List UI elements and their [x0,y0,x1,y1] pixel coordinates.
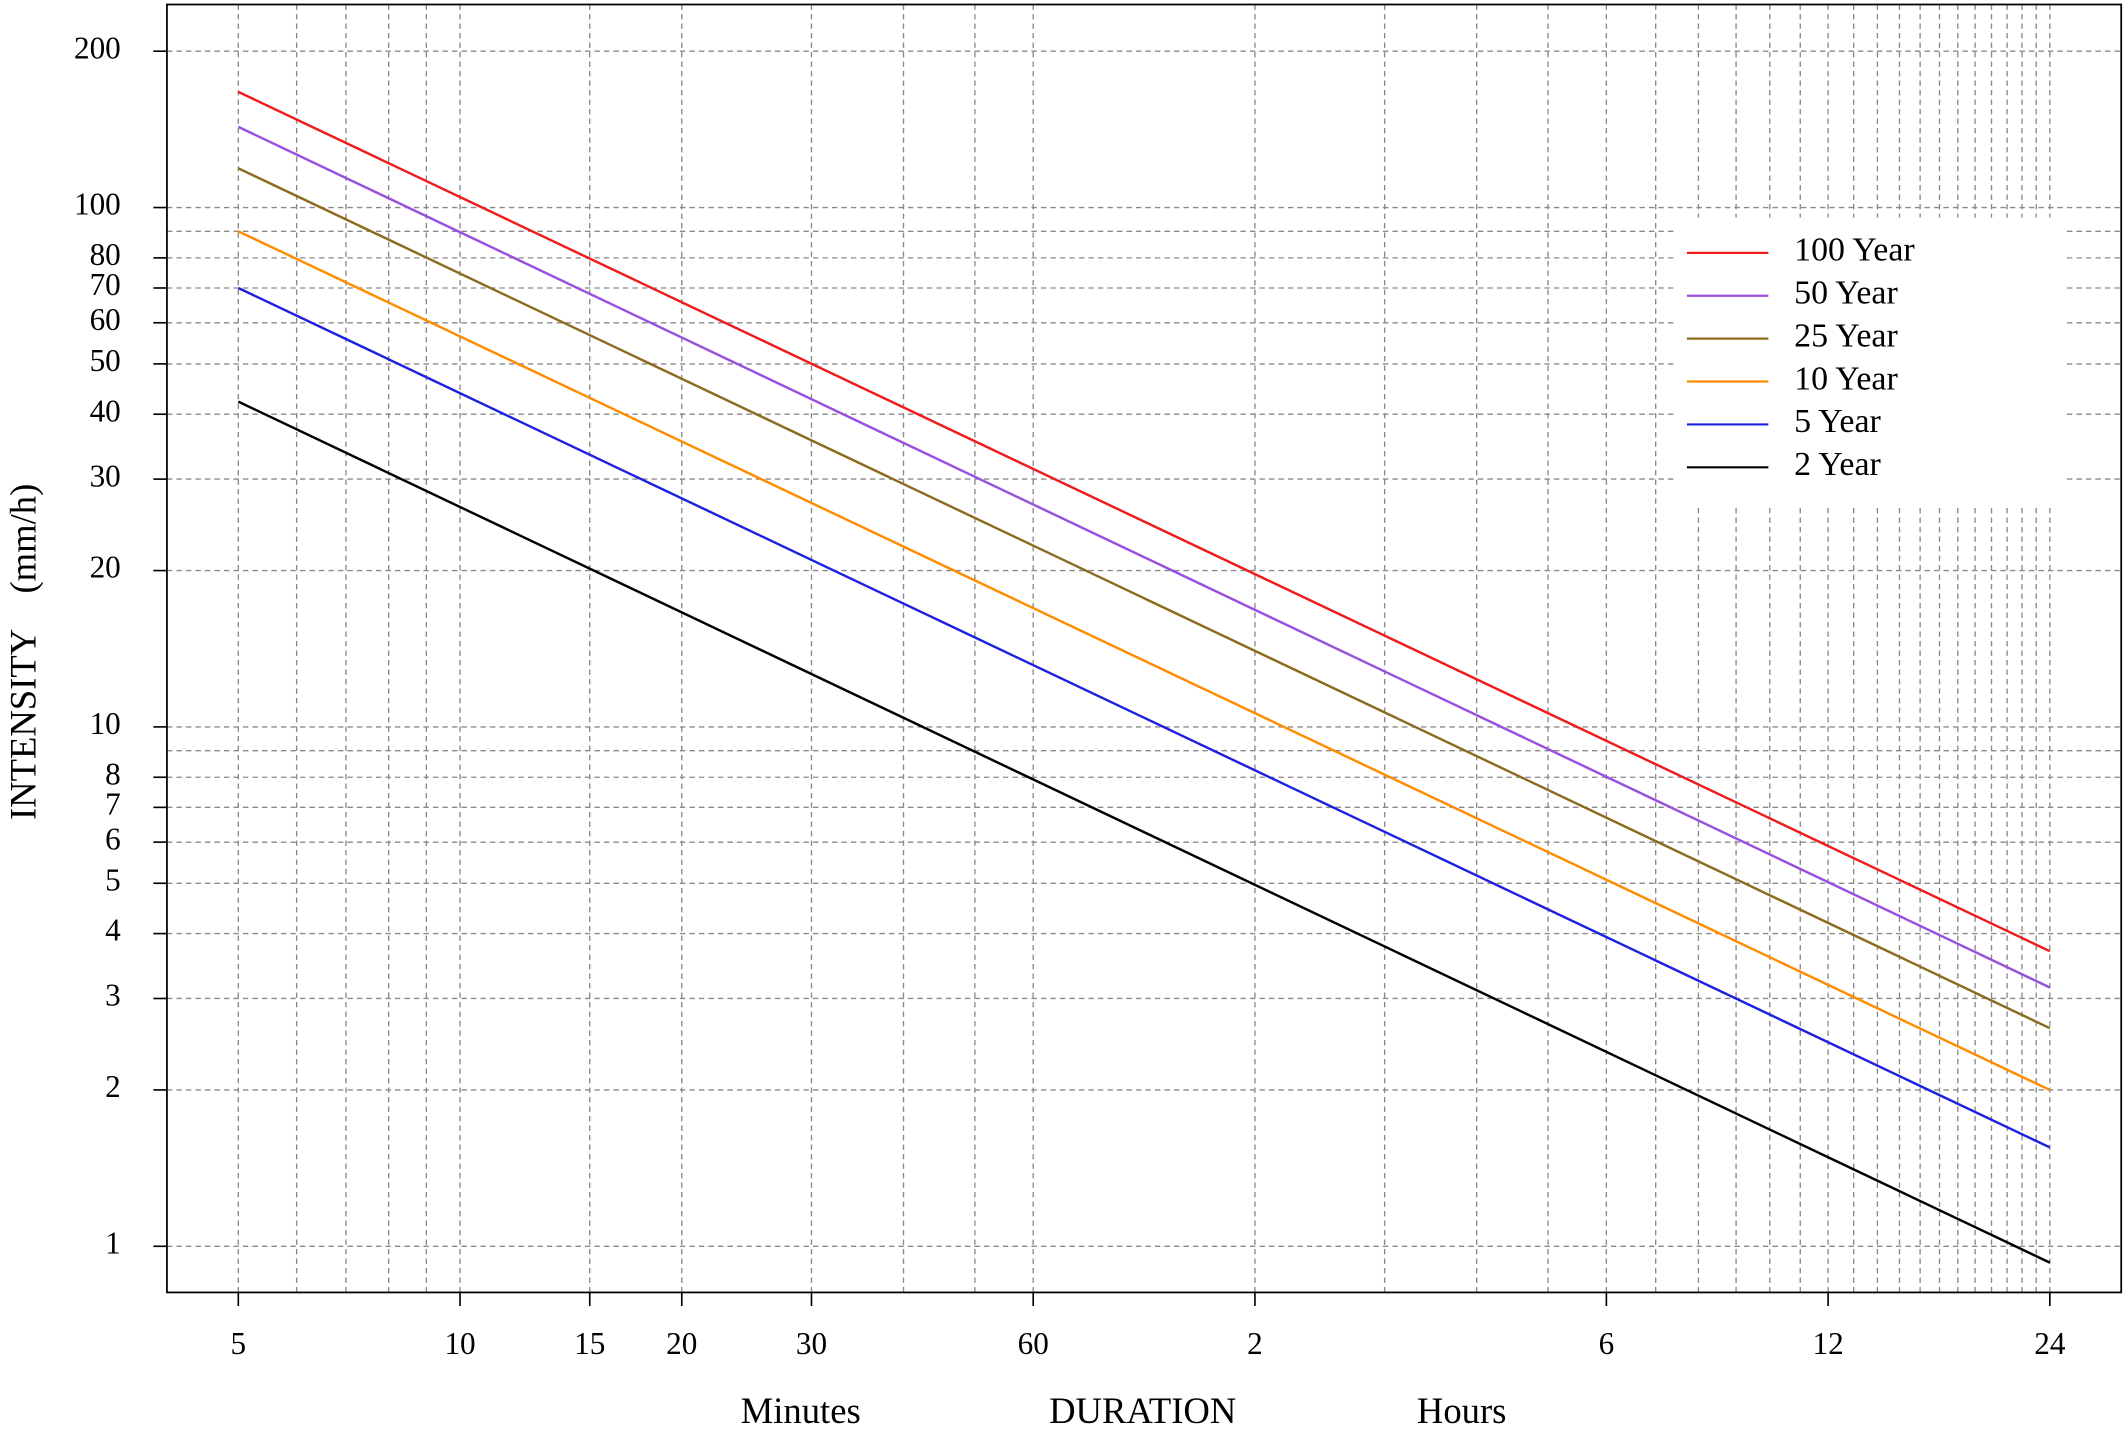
x-tick-label: 6 [1599,1326,1615,1361]
x-unit-right: Hours [1417,1390,1507,1431]
plot-frame [166,3,2123,1294]
x-tick-label: 20 [666,1326,697,1361]
series-line [237,230,2051,1092]
x-tick-label: 2 [1247,1326,1263,1361]
y-tick-label: 6 [105,821,121,856]
y-tick-label: 8 [105,756,121,791]
series-line [237,125,2051,989]
x-tick-label: 10 [444,1326,475,1361]
y-tick-label: 30 [90,458,121,493]
y-tick-label: 3 [105,978,121,1013]
x-tick-label: 5 [231,1326,247,1361]
series-line [237,286,2051,1149]
legend-label: 10 Year [1794,360,1898,397]
x-unit-left: Minutes [741,1390,861,1431]
y-tick-label: 2 [105,1069,121,1104]
legend-label: 100 Year [1794,232,1915,269]
y-tick-label: 1 [105,1225,121,1260]
y-tick-label: 40 [90,393,121,428]
y-tick-label: 100 [74,187,121,222]
legend-label: 50 Year [1794,275,1898,312]
y-tick-label: 60 [90,302,121,337]
y-tick-label: 70 [90,267,121,302]
y-tick-label: 80 [90,237,121,272]
y-tick-label: 50 [90,343,121,378]
y-tick-label: 5 [105,862,121,897]
series-line [237,167,2051,1030]
x-tick-label: 12 [1813,1326,1844,1361]
legend: 100 Year 50 Year 25 Year 10 Year 5 Year 2 Yea… [1676,217,2065,507]
series-line [237,400,2051,1264]
x-tick-label: 30 [796,1326,827,1361]
y-tick-label: 10 [90,706,121,741]
x-tick-label: 60 [1018,1326,1049,1361]
y-tick-label: 7 [105,787,121,822]
series-line [237,90,2051,953]
x-tick-label: 15 [574,1326,605,1361]
legend-label: 5 Year [1794,403,1881,440]
y-tick-label: 20 [90,550,121,585]
legend-box [1676,217,2065,507]
x-tick-label: 24 [2034,1326,2066,1361]
legend-label: 2 Year [1794,446,1881,483]
legend-label: 25 Year [1794,317,1898,354]
y-tick-label: 200 [74,30,121,65]
x-axis-label: DURATION [1049,1390,1236,1431]
y-axis-label: INTENSITY (mm/h) [3,484,44,820]
y-tick-label: 4 [105,913,121,948]
